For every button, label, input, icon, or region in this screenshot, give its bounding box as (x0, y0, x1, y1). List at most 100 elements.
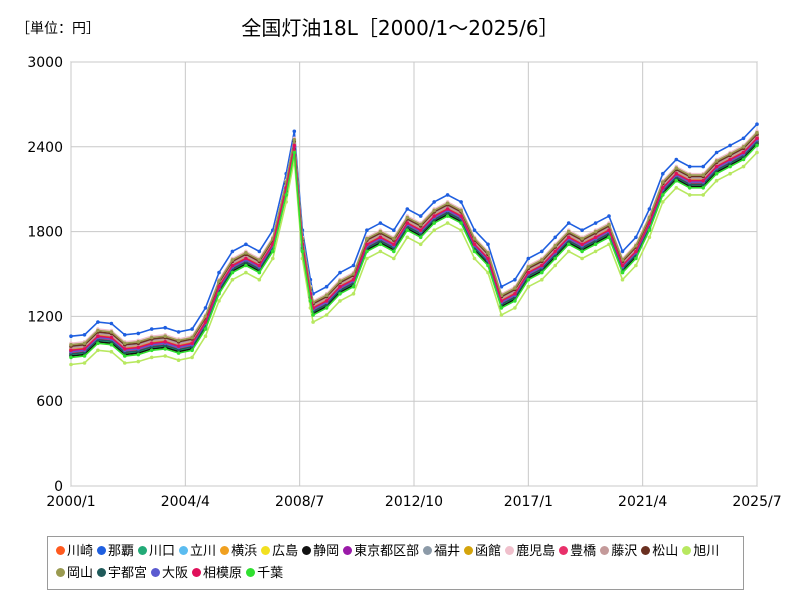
data-point (271, 249, 275, 254)
x-tick-label: 2025/7 (732, 494, 781, 510)
legend-item: 静岡 (302, 541, 339, 563)
data-point (728, 157, 732, 162)
data-point (96, 334, 100, 339)
legend-label: 東京都区部 (354, 544, 420, 559)
data-point (580, 249, 584, 254)
series-15 (69, 130, 759, 347)
legend-label: 旭川 (693, 544, 720, 559)
data-point (230, 258, 235, 262)
legend-marker (600, 546, 610, 555)
data-point (728, 152, 732, 156)
data-point (378, 249, 383, 254)
data-point (96, 328, 100, 333)
data-point (553, 243, 557, 248)
legend-label: 川崎 (67, 544, 94, 559)
data-point (244, 251, 248, 255)
data-point (217, 279, 221, 283)
legend-marker (192, 568, 202, 577)
data-point (149, 327, 154, 331)
data-point (190, 355, 194, 360)
data-point (96, 320, 100, 324)
data-point (203, 306, 208, 310)
data-point (230, 263, 235, 268)
data-point (445, 207, 450, 211)
data-point (486, 256, 490, 261)
data-point (190, 348, 194, 353)
data-point (338, 292, 342, 296)
data-point (405, 228, 410, 232)
data-point (486, 242, 490, 247)
data-point (566, 249, 571, 254)
legend-marker (56, 568, 65, 577)
data-point (123, 361, 127, 365)
data-point (687, 173, 692, 177)
data-point (418, 235, 423, 240)
legend-item: 川崎 (56, 541, 93, 563)
data-point (499, 313, 504, 317)
data-point (674, 166, 679, 170)
data-point (338, 299, 342, 303)
legend-label: 鹿児島 (516, 544, 556, 559)
data-point (728, 164, 732, 169)
legend-marker (246, 568, 256, 577)
series-14 (69, 150, 759, 367)
legend-item: 福井 (423, 541, 460, 563)
data-point (432, 208, 437, 213)
legend-label: 静岡 (313, 544, 340, 559)
data-point (123, 354, 127, 358)
data-point (540, 258, 544, 262)
data-point (418, 242, 423, 247)
data-point (203, 314, 208, 319)
data-point (647, 221, 652, 225)
data-point (540, 277, 544, 282)
data-point (230, 249, 235, 254)
data-point (257, 277, 262, 282)
data-point (292, 143, 297, 148)
data-point (163, 347, 167, 351)
data-point (620, 277, 625, 282)
legend-label: 広島 (272, 544, 299, 559)
data-point (96, 341, 100, 346)
data-point (244, 256, 248, 261)
data-point (271, 256, 275, 261)
data-point (432, 228, 437, 232)
data-point (109, 335, 114, 340)
x-tick-label: 2000/1 (46, 494, 95, 510)
y-tick-label: 600 (36, 394, 63, 410)
data-point (149, 348, 154, 353)
data-point (499, 306, 504, 310)
data-point (540, 263, 544, 268)
data-point (69, 334, 73, 339)
data-point (526, 284, 531, 289)
data-point (620, 258, 625, 262)
data-point (459, 221, 463, 225)
data-point (217, 299, 221, 303)
data-point (109, 330, 114, 334)
legend: 川崎 那覇 川口 立川 横浜 広島 静岡 東京都区部 福井 函館 鹿児島 豊橋 藤沢 松山 旭川岡山 宇都宮大… (47, 536, 744, 590)
data-point (365, 228, 369, 232)
data-point (714, 150, 719, 155)
data-point (149, 341, 154, 346)
y-tick-label: 3000 (27, 55, 63, 71)
data-point (580, 228, 584, 232)
data-point (365, 236, 369, 241)
legend-marker (220, 546, 230, 555)
data-point (418, 222, 423, 227)
data-point (513, 306, 517, 310)
data-point (432, 214, 437, 218)
data-point (701, 193, 705, 197)
data-point (513, 292, 517, 296)
legend-item: 相模原 (192, 563, 242, 585)
data-point (607, 235, 611, 240)
data-point (69, 348, 73, 353)
legend-label: 相模原 (203, 566, 243, 581)
data-point (486, 251, 490, 255)
data-point (634, 243, 638, 248)
data-point (755, 130, 759, 135)
data-point (378, 235, 383, 240)
data-point (149, 335, 154, 340)
data-point (714, 159, 719, 163)
x-tick-label: 2012/10 (385, 494, 443, 510)
data-point (674, 186, 679, 190)
data-point (593, 249, 598, 254)
